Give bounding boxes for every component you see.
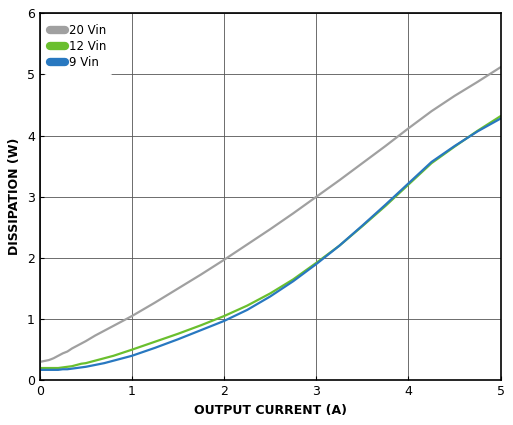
12 Vin [78, 361, 84, 366]
12 Vin [152, 339, 158, 344]
9 Vin [405, 181, 411, 186]
9 Vin [129, 353, 135, 358]
20 Vin [498, 65, 504, 70]
9 Vin [428, 159, 435, 164]
12 Vin [110, 353, 116, 358]
12 Vin [129, 347, 135, 352]
12 Vin [475, 128, 481, 133]
12 Vin [64, 364, 70, 369]
20 Vin [55, 353, 61, 358]
12 Vin [336, 243, 342, 248]
12 Vin [428, 161, 435, 166]
9 Vin [101, 360, 107, 366]
20 Vin [428, 109, 435, 114]
9 Vin [50, 367, 56, 372]
9 Vin [175, 337, 181, 342]
20 Vin [267, 227, 273, 232]
9 Vin [120, 356, 126, 361]
20 Vin [92, 333, 98, 338]
12 Vin [46, 366, 52, 371]
20 Vin [336, 178, 342, 183]
20 Vin [313, 194, 320, 199]
12 Vin [50, 366, 56, 371]
20 Vin [244, 242, 250, 247]
9 Vin [198, 328, 204, 333]
20 Vin [69, 346, 75, 351]
20 Vin [129, 314, 135, 319]
12 Vin [382, 204, 388, 209]
20 Vin [175, 286, 181, 291]
9 Vin [55, 367, 61, 372]
20 Vin [73, 343, 80, 348]
9 Vin [69, 366, 75, 371]
9 Vin [110, 358, 116, 363]
12 Vin [175, 331, 181, 336]
20 Vin [46, 357, 52, 363]
12 Vin [83, 360, 89, 366]
12 Vin [290, 277, 297, 282]
9 Vin [78, 365, 84, 370]
12 Vin [313, 260, 320, 265]
12 Vin [101, 356, 107, 361]
20 Vin [405, 126, 411, 131]
9 Vin [267, 294, 273, 299]
20 Vin [152, 300, 158, 305]
Y-axis label: DISSIPATION (W): DISSIPATION (W) [8, 138, 22, 255]
12 Vin [451, 144, 458, 149]
20 Vin [60, 351, 66, 356]
20 Vin [110, 323, 116, 329]
9 Vin [83, 364, 89, 369]
12 Vin [73, 363, 80, 368]
12 Vin [267, 291, 273, 296]
12 Vin [55, 366, 61, 371]
20 Vin [451, 94, 458, 99]
12 Vin [244, 303, 250, 308]
12 Vin [198, 323, 204, 328]
20 Vin [50, 356, 56, 361]
20 Vin [198, 272, 204, 277]
20 Vin [64, 349, 70, 354]
9 Vin [313, 261, 320, 266]
12 Vin [60, 365, 66, 370]
9 Vin [64, 367, 70, 372]
12 Vin [405, 182, 411, 187]
12 Vin [120, 350, 126, 355]
20 Vin [475, 79, 481, 85]
Legend: 20 Vin, 12 Vin, 9 Vin: 20 Vin, 12 Vin, 9 Vin [45, 18, 112, 75]
20 Vin [101, 328, 107, 333]
9 Vin [382, 202, 388, 207]
12 Vin [36, 366, 43, 371]
9 Vin [498, 116, 504, 121]
9 Vin [73, 366, 80, 371]
12 Vin [498, 113, 504, 119]
20 Vin [382, 144, 388, 149]
9 Vin [244, 307, 250, 312]
12 Vin [92, 358, 98, 363]
9 Vin [92, 363, 98, 368]
Line: 9 Vin: 9 Vin [40, 119, 501, 370]
Line: 20 Vin: 20 Vin [40, 67, 501, 362]
20 Vin [78, 341, 84, 346]
9 Vin [60, 367, 66, 372]
X-axis label: OUTPUT CURRENT (A): OUTPUT CURRENT (A) [194, 404, 347, 416]
20 Vin [290, 211, 297, 216]
12 Vin [359, 224, 365, 229]
9 Vin [290, 279, 297, 284]
20 Vin [83, 339, 89, 344]
9 Vin [475, 129, 481, 134]
9 Vin [36, 367, 43, 372]
20 Vin [36, 360, 43, 365]
12 Vin [221, 314, 227, 319]
12 Vin [69, 364, 75, 369]
9 Vin [46, 367, 52, 372]
Line: 12 Vin: 12 Vin [40, 116, 501, 368]
20 Vin [221, 257, 227, 262]
9 Vin [359, 223, 365, 228]
20 Vin [359, 161, 365, 166]
9 Vin [152, 345, 158, 350]
9 Vin [221, 318, 227, 323]
20 Vin [120, 318, 126, 323]
9 Vin [451, 144, 458, 149]
9 Vin [336, 243, 342, 248]
